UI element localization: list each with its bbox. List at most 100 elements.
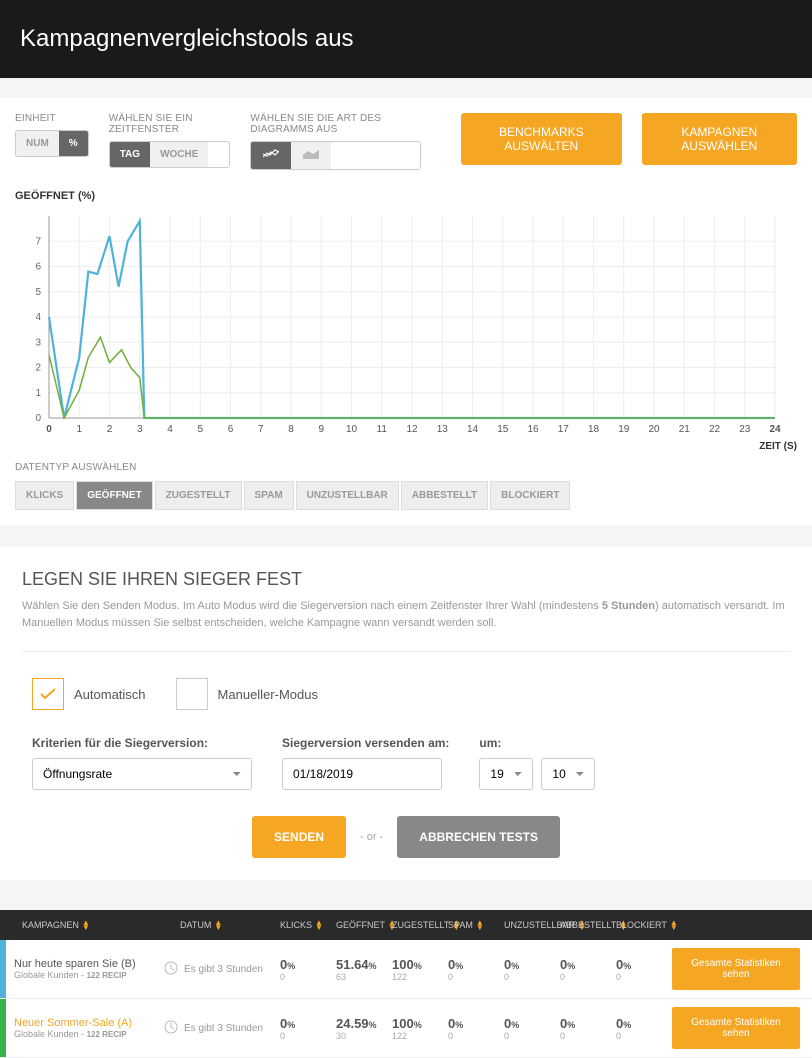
sort-icon: ▲▼ <box>476 920 484 930</box>
svg-text:1: 1 <box>76 424 82 435</box>
th-geöffnet[interactable]: GEÖFFNET ▲▼ <box>336 920 392 930</box>
th-klicks[interactable]: KLICKS ▲▼ <box>280 920 336 930</box>
campaigns-button[interactable]: KAMPAGNEN AUSWÄHLEN <box>642 113 797 165</box>
senddate-input[interactable] <box>282 758 442 790</box>
row-stripe <box>0 940 6 998</box>
svg-text:4: 4 <box>167 424 173 435</box>
metric-cell: 0%0 <box>504 1016 560 1041</box>
datatype-abbestellt[interactable]: ABBESTELLT <box>401 481 488 510</box>
datatype-blockiert[interactable]: BLOCKIERT <box>490 481 570 510</box>
metric-cell: 100%122 <box>392 1016 448 1041</box>
svg-text:6: 6 <box>228 424 234 435</box>
page-title: Kampagnenvergleichstools aus <box>0 0 812 78</box>
winner-description: Wählen Sie den Senden Modus. Im Auto Mod… <box>22 598 790 631</box>
svg-text:11: 11 <box>377 424 388 435</box>
svg-text:9: 9 <box>318 424 324 435</box>
svg-text:15: 15 <box>497 424 509 435</box>
datatype-geöffnet[interactable]: GEÖFFNET <box>76 481 152 510</box>
cancel-tests-button[interactable]: ABBRECHEN TESTS <box>397 816 560 858</box>
minute-select[interactable]: 10 <box>541 758 595 790</box>
view-stats-button[interactable]: Gesamte Statistiken sehen <box>672 1007 800 1049</box>
mode-manual[interactable]: Manueller-Modus <box>176 678 318 710</box>
benchmarks-button[interactable]: BENCHMARKS AUSWÄLTEN <box>461 113 622 165</box>
clock-icon <box>164 1020 184 1037</box>
svg-text:0: 0 <box>35 413 41 424</box>
date-cell: Es gibt 3 Stunden <box>184 964 280 975</box>
th-kampagnen[interactable]: KAMPAGNEN ▲▼ <box>22 920 180 930</box>
table-row: Nur heute sparen Sie (B)Globale Kunden -… <box>0 940 812 999</box>
datatype-unzustellbar[interactable]: UNZUSTELLBAR <box>296 481 399 510</box>
metric-cell: 51.64%63 <box>336 957 392 982</box>
metric-cell: 0%0 <box>560 1016 616 1041</box>
or-text: - or - <box>360 831 383 843</box>
timeframe-label: WÄHLEN SIE EIN ZEITFENSTER <box>109 113 231 135</box>
svg-text:18: 18 <box>588 424 600 435</box>
svg-text:13: 13 <box>437 424 449 435</box>
row-stripe <box>0 999 6 1057</box>
datatype-zugestellt[interactable]: ZUGESTELLT <box>155 481 242 510</box>
table-row: Neuer Sommer-Sale (A)Globale Kunden - 12… <box>0 999 812 1058</box>
th-blockiert[interactable]: BLOCKIERT ▲▼ <box>616 920 672 930</box>
table-header: KAMPAGNEN ▲▼DATUM ▲▼KLICKS ▲▼GEÖFFNET ▲▼… <box>0 910 812 940</box>
date-cell: Es gibt 3 Stunden <box>184 1023 280 1034</box>
mode-automatic[interactable]: Automatisch <box>32 678 146 710</box>
datatype-label: DATENTYP AUSWÄHLEN <box>15 462 797 473</box>
line-chart: 0123456701234567891011121314151617181920… <box>15 208 785 438</box>
svg-text:16: 16 <box>527 424 539 435</box>
toggle-tag[interactable]: TAG <box>110 142 150 167</box>
datatype-spam[interactable]: SPAM <box>244 481 294 510</box>
winner-title: LEGEN SIE IHREN SIEGER FEST <box>22 569 790 590</box>
unit-label: EINHEIT <box>15 113 89 124</box>
chart-y-label: GEÖFFNET (%) <box>15 190 797 202</box>
svg-text:20: 20 <box>648 424 660 435</box>
metric-cell: 100%122 <box>392 957 448 982</box>
metric-cell: 0%0 <box>280 957 336 982</box>
svg-text:7: 7 <box>258 424 264 435</box>
metric-cell: 0%0 <box>504 957 560 982</box>
th-unzustellbar[interactable]: UNZUSTELLBAR ▲▼ <box>504 920 560 930</box>
sort-icon: ▲▼ <box>82 920 90 930</box>
toggle-%[interactable]: % <box>59 131 88 156</box>
sort-icon: ▲▼ <box>214 920 222 930</box>
send-button[interactable]: SENDEN <box>252 816 346 858</box>
svg-text:19: 19 <box>618 424 630 435</box>
metric-cell: 0%0 <box>448 1016 504 1041</box>
criteria-select[interactable]: Öffnungsrate <box>32 758 252 790</box>
toggle-woche[interactable]: WOCHE <box>150 142 208 167</box>
campaign-cell: Neuer Sommer-Sale (A)Globale Kunden - 12… <box>14 1017 164 1039</box>
campaign-cell: Nur heute sparen Sie (B)Globale Kunden -… <box>14 958 164 980</box>
svg-text:4: 4 <box>35 312 41 323</box>
charttype-label: WÄHLEN SIE DIE ART DES DIAGRAMMS AUS <box>250 113 421 135</box>
metric-cell: 0%0 <box>616 957 672 982</box>
th-zugestellt[interactable]: ZUGESTELLT ▲▼ <box>392 920 448 930</box>
metric-cell: 0%0 <box>448 957 504 982</box>
svg-text:2: 2 <box>107 424 113 435</box>
svg-text:21: 21 <box>679 424 691 435</box>
datatype-klicks[interactable]: KLICKS <box>15 481 74 510</box>
metric-cell: 0%0 <box>280 1016 336 1041</box>
th-spam[interactable]: SPAM ▲▼ <box>448 920 504 930</box>
area-chart-icon[interactable] <box>291 142 331 169</box>
th-datum[interactable]: DATUM ▲▼ <box>180 920 280 930</box>
unit-toggle: NUM% <box>15 130 89 157</box>
svg-text:3: 3 <box>35 337 41 348</box>
datatype-tabs: KLICKSGEÖFFNETZUGESTELLTSPAMUNZUSTELLBAR… <box>15 481 797 510</box>
check-icon <box>32 678 64 710</box>
svg-text:6: 6 <box>35 262 41 273</box>
svg-text:0: 0 <box>46 424 52 435</box>
view-stats-button[interactable]: Gesamte Statistiken sehen <box>672 948 800 990</box>
criteria-label: Kriterien für die Siegerversion: <box>32 736 252 750</box>
clock-icon <box>164 961 184 978</box>
svg-text:22: 22 <box>709 424 721 435</box>
sort-icon: ▲▼ <box>670 920 678 930</box>
svg-text:7: 7 <box>35 236 41 247</box>
th-abbestellt[interactable]: ABBESTELLT ▲▼ <box>560 920 616 930</box>
svg-text:2: 2 <box>35 363 41 374</box>
line-chart-icon[interactable] <box>251 142 291 169</box>
hour-select[interactable]: 19 <box>479 758 533 790</box>
metric-cell: 0%0 <box>560 957 616 982</box>
svg-text:5: 5 <box>35 287 41 298</box>
toggle-num[interactable]: NUM <box>16 131 59 156</box>
time-label: um: <box>479 736 595 750</box>
svg-text:14: 14 <box>467 424 479 435</box>
